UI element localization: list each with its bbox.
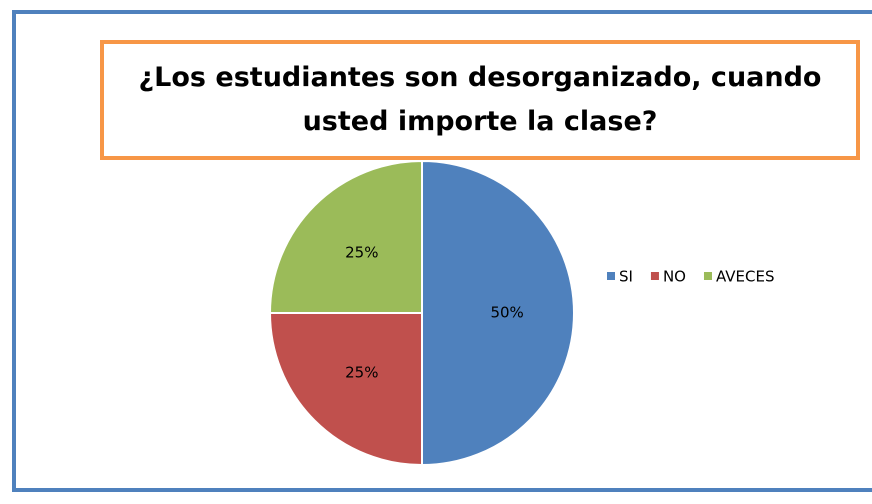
legend-marker <box>607 272 615 280</box>
pie-slice <box>268 159 423 314</box>
data-label: 25% <box>345 364 378 382</box>
pie-slice <box>421 159 575 467</box>
chart-title: ¿Los estudiantes son desorganizado, cuan… <box>100 40 860 160</box>
legend-label: NO <box>663 268 686 286</box>
data-label: 25% <box>345 243 378 261</box>
legend-marker <box>650 272 659 280</box>
data-label: 50% <box>490 304 523 322</box>
legend-marker <box>703 272 712 280</box>
legend-label: AVECES <box>716 268 775 286</box>
legend-label: SI <box>619 268 633 286</box>
pie-slice <box>268 312 423 467</box>
